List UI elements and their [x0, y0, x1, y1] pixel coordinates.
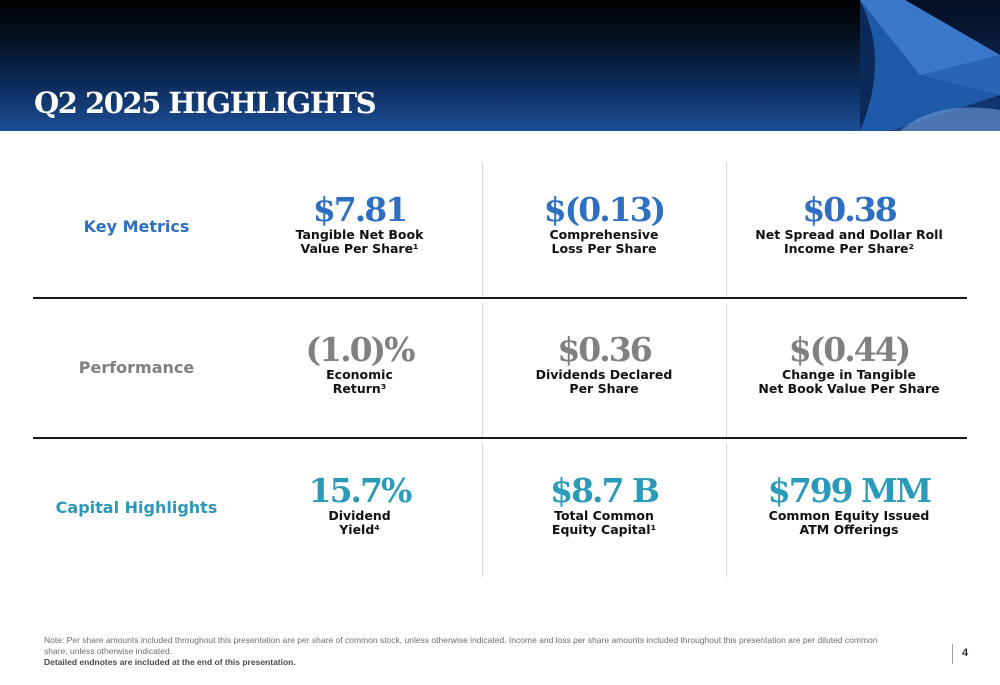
metric-description: Dividends Declared — [535, 367, 673, 382]
company-logo-graphic — [860, 0, 1000, 131]
metric-description: ATM Offerings — [799, 522, 899, 537]
metric-value: (1.0)% — [305, 330, 416, 369]
metric-description: Tangible Net Book — [295, 227, 424, 242]
metric-dividend-yield: 15.7% Dividend Yield⁴ — [262, 473, 457, 537]
metric-value: $0.38 — [802, 190, 897, 229]
metric-description: Loss Per Share — [551, 241, 657, 256]
row-divider — [33, 297, 967, 299]
row-divider — [33, 437, 967, 439]
metric-description: Yield⁴ — [339, 522, 380, 537]
metric-value: $0.36 — [557, 330, 652, 369]
metric-economic-return: (1.0)% Economic Return³ — [262, 332, 457, 396]
metric-change-tangible-book: $(0.44) Change in Tangible Net Book Valu… — [733, 332, 965, 396]
header-banner: Q2 2025 HIGHLIGHTS — [0, 0, 1000, 131]
metric-description: Net Spread and Dollar Roll — [755, 227, 943, 242]
column-divider — [726, 162, 727, 296]
metric-description: Income Per Share² — [783, 241, 914, 256]
metric-description: Value Per Share¹ — [300, 241, 419, 256]
page-number-divider — [952, 644, 953, 664]
column-divider — [482, 303, 483, 437]
column-divider — [726, 303, 727, 437]
metric-description: Dividend — [328, 508, 391, 523]
row-label-capital-highlights: Capital Highlights — [55, 498, 218, 517]
metric-value: $(0.13) — [543, 190, 667, 229]
metric-total-common-equity: $8.7 B Total Common Equity Capital¹ — [506, 473, 702, 537]
metric-value: $(0.44) — [788, 330, 912, 369]
metric-value: $799 MM — [767, 471, 932, 510]
metric-description: Economic — [326, 367, 393, 382]
metric-common-equity-issued: $799 MM Common Equity Issued ATM Offerin… — [733, 473, 965, 537]
metric-description: Equity Capital¹ — [551, 522, 657, 537]
column-divider — [482, 443, 483, 577]
metric-description: Total Common — [554, 508, 654, 523]
metric-dividends-declared: $0.36 Dividends Declared Per Share — [506, 332, 702, 396]
metric-tangible-book-value: $7.81 Tangible Net Book Value Per Share¹ — [262, 192, 457, 256]
metric-description: Per Share — [569, 381, 639, 396]
metric-value: 15.7% — [308, 471, 413, 510]
metric-description: Common Equity Issued — [768, 508, 930, 523]
metric-net-spread-income: $0.38 Net Spread and Dollar Roll Income … — [733, 192, 965, 256]
row-label-key-metrics: Key Metrics — [83, 217, 190, 236]
column-divider — [482, 162, 483, 296]
metric-value: $8.7 B — [550, 471, 660, 510]
endnotes-reference: Detailed endnotes are included at the en… — [44, 657, 296, 667]
column-divider — [726, 443, 727, 577]
metric-description: Comprehensive — [549, 227, 659, 242]
metric-description: Net Book Value Per Share — [758, 381, 940, 396]
metric-value: $7.81 — [312, 190, 408, 229]
footnote: Note: Per share amounts included through… — [44, 635, 878, 656]
metric-description: Change in Tangible — [782, 367, 916, 382]
row-label-performance: Performance — [78, 358, 195, 377]
metric-description: Return³ — [332, 381, 387, 396]
page-number: 4 — [962, 647, 969, 659]
metric-comprehensive-loss: $(0.13) Comprehensive Loss Per Share — [506, 192, 702, 256]
page-title: Q2 2025 HIGHLIGHTS — [34, 86, 377, 120]
